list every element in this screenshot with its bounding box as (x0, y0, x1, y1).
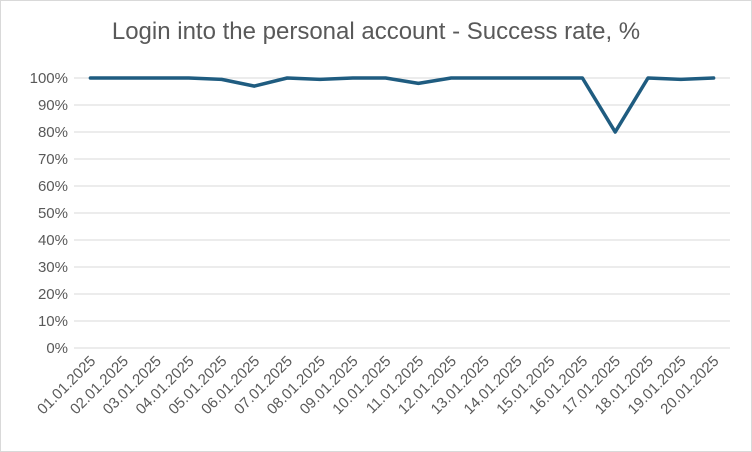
y-tick-label: 40% (38, 232, 68, 249)
y-tick-label: 30% (38, 259, 68, 276)
data-point (318, 77, 322, 81)
data-point (88, 76, 92, 80)
data-point (482, 76, 486, 80)
y-tick-label: 80% (38, 124, 68, 141)
series-line (88, 76, 716, 134)
data-point (646, 76, 650, 80)
data-point (416, 81, 420, 85)
chart-title: Login into the personal account - Succes… (111, 18, 641, 45)
data-point (449, 76, 453, 80)
data-point (515, 76, 519, 80)
data-point (613, 130, 617, 134)
data-point (285, 76, 289, 80)
data-point (580, 76, 584, 80)
data-point (548, 76, 552, 80)
y-tick-label: 0% (46, 340, 68, 357)
data-point (220, 77, 224, 81)
y-tick-label: 50% (38, 205, 68, 222)
data-point (679, 77, 683, 81)
data-point (712, 76, 716, 80)
data-point (154, 76, 158, 80)
data-point (351, 76, 355, 80)
y-tick-label: 60% (38, 178, 68, 195)
y-tick-label: 20% (38, 286, 68, 303)
data-point (384, 76, 388, 80)
data-point (187, 76, 191, 80)
y-tick-label: 10% (38, 313, 68, 330)
data-point (121, 76, 125, 80)
data-point (252, 84, 256, 88)
y-tick-label: 100% (30, 70, 68, 87)
y-tick-label: 90% (38, 97, 68, 114)
y-tick-label: 70% (38, 151, 68, 168)
